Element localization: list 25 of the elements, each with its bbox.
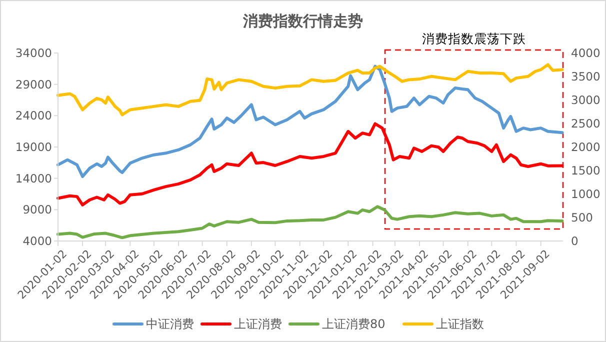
y-tick-label: 9000 (22, 202, 52, 217)
line-series (56, 64, 564, 178)
y-tick-label: 34000 (15, 46, 52, 60)
legend-label: 中证消费 (146, 317, 194, 332)
line-series (56, 122, 564, 206)
y-tick-label: 29000 (15, 77, 52, 92)
y2-tick-label: 3000 (571, 93, 600, 108)
y-tick-label: 19000 (15, 140, 52, 154)
legend-label: 上证指数 (436, 317, 484, 332)
y2-tick-label: 3500 (571, 70, 600, 84)
y2-tick-label: 4000 (571, 46, 600, 60)
chart-title: 消费指数行情走势 (242, 12, 363, 30)
y2-tick-label: 2500 (571, 116, 600, 131)
y2-tick-label: 1000 (571, 187, 600, 202)
text: 消费指数震荡下跌 (422, 31, 526, 46)
y-tick-label: 24000 (15, 108, 52, 123)
y2-tick-label: 0 (571, 234, 578, 248)
y-tick-label: 4000 (22, 234, 52, 248)
y2-tick-label: 2000 (571, 140, 600, 154)
line-series (56, 63, 564, 116)
y-tick-label: 14000 (15, 171, 52, 186)
y2-tick-label: 1500 (571, 164, 600, 178)
legend-label: 上证消费 (234, 317, 282, 332)
legend-label: 上证消费80 (322, 317, 386, 332)
y2-tick-label: 500 (571, 210, 593, 225)
